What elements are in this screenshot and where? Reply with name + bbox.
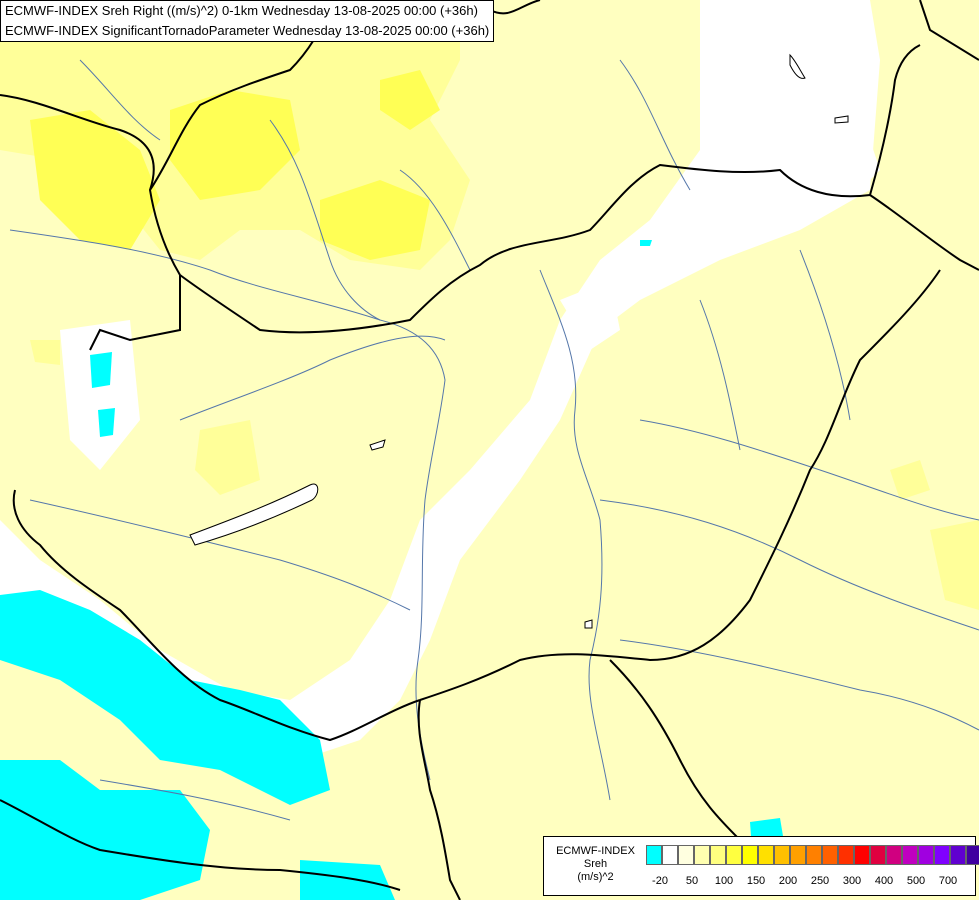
legend-swatch: [710, 845, 726, 865]
legend-swatch: [902, 845, 918, 865]
legend-swatches: [646, 845, 979, 865]
title-line-2: ECMWF-INDEX SignificantTornadoParameter …: [5, 23, 490, 38]
legend-ticks: -20 50 100 150 200 250 300 400 500 700: [646, 875, 974, 889]
legend-title-line-3: (m/s)^2: [577, 871, 614, 883]
lakes: [189, 53, 849, 629]
legend-swatch: [742, 845, 758, 865]
legend-swatch: [758, 845, 774, 865]
title-line-1: ECMWF-INDEX Sreh Right ((m/s)^2) 0-1km W…: [5, 3, 478, 18]
legend-title-line-1: ECMWF-INDEX: [556, 845, 635, 857]
cyan-zones: [0, 240, 785, 900]
legend-swatch: [662, 845, 678, 865]
legend-swatch: [678, 845, 694, 865]
legend-swatch: [694, 845, 710, 865]
map-title-box: ECMWF-INDEX Sreh Right ((m/s)^2) 0-1km W…: [0, 0, 495, 42]
legend-swatch: [934, 845, 950, 865]
legend-tick-label: 250: [810, 875, 830, 887]
legend-swatch: [854, 845, 870, 865]
legend-swatch: [822, 845, 838, 865]
white-zones: [0, 0, 880, 760]
legend-swatch: [886, 845, 902, 865]
legend-tick-label: 400: [874, 875, 894, 887]
legend-swatch: [726, 845, 742, 865]
legend-swatch: [838, 845, 854, 865]
legend-swatch: [790, 845, 806, 865]
legend-title-line-2: Sreh: [583, 858, 608, 870]
color-legend: ECMWF-INDEX Sreh (m/s)^2 -20 50 100 150 200 2…: [543, 836, 979, 896]
legend-tick-label: 500: [906, 875, 926, 887]
yellow-zones: [0, 0, 979, 610]
legend-swatch: [774, 845, 790, 865]
legend-swatch: [806, 845, 822, 865]
legend-tick-label: 300: [842, 875, 862, 887]
legend-title: ECMWF-INDEX Sreh (m/s)^2: [548, 845, 643, 884]
legend-swatch: [950, 845, 966, 865]
legend-tick-label: 50: [685, 875, 699, 887]
legend-swatch: [918, 845, 934, 865]
legend-swatch: [966, 845, 979, 865]
legend-swatch: [646, 845, 662, 865]
rivers: [9, 59, 979, 821]
legend-tick-label: -20: [652, 875, 668, 887]
legend-tick-label: 700: [938, 875, 958, 887]
legend-tick-label: 200: [778, 875, 798, 887]
legend-tick-label: 100: [714, 875, 734, 887]
legend-tick-label: 150: [746, 875, 766, 887]
legend-swatch: [870, 845, 886, 865]
